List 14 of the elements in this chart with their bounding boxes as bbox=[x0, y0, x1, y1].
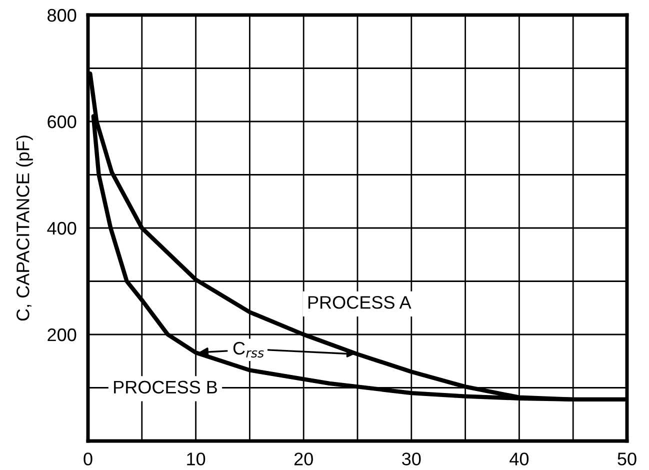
x-tick-label: 40 bbox=[510, 452, 529, 466]
y-tick-label: 600 bbox=[48, 115, 76, 128]
y-tick-label: 800 bbox=[48, 8, 76, 22]
x-tick-label: 0 bbox=[84, 452, 92, 466]
x-tick-label: 50 bbox=[618, 452, 636, 466]
y-axis-title: C, CAPACITANCE (pF) bbox=[16, 136, 33, 321]
x-tick-label: 20 bbox=[294, 452, 313, 466]
x-tick-label: 30 bbox=[402, 452, 421, 466]
annotation: C$_{rss}$ bbox=[233, 342, 264, 358]
x-tick-label: 10 bbox=[187, 452, 206, 466]
y-tick-label: 400 bbox=[47, 222, 76, 235]
series-label: PROCESS B bbox=[114, 380, 217, 394]
y-tick-label: 200 bbox=[48, 328, 76, 342]
series-label: PROCESS A bbox=[308, 296, 412, 309]
